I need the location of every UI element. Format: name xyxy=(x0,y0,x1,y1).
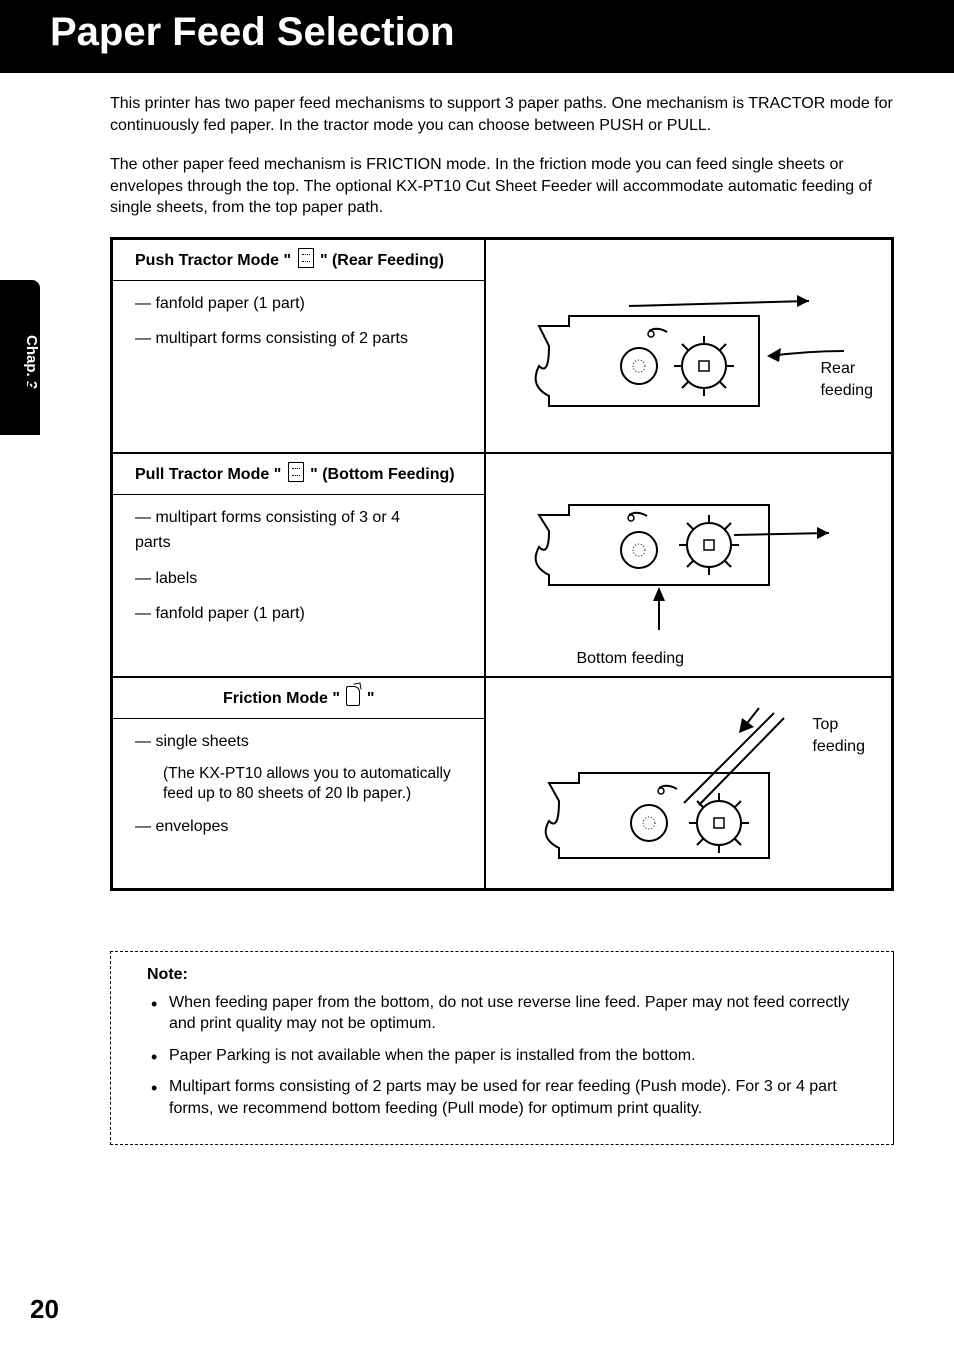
mode-push-body: — fanfold paper (1 part) — multipart for… xyxy=(113,281,484,382)
mode-row-pull: Pull Tractor Mode " " (Bottom Feeding) —… xyxy=(113,454,891,678)
list-sub: (The KX-PT10 allows you to automatically… xyxy=(135,764,470,804)
page-number: 20 xyxy=(30,1294,59,1325)
note-box: Note: When feeding paper from the bottom… xyxy=(110,951,894,1145)
mode-friction-left: Friction Mode " " — single sheets (The K… xyxy=(113,678,486,888)
mode-friction-body: — single sheets (The KX-PT10 allows you … xyxy=(113,719,484,870)
page-title: Paper Feed Selection xyxy=(50,10,455,54)
mode-push-left: Push Tractor Mode " " (Rear Feeding) — f… xyxy=(113,240,486,452)
section-label: Setup xyxy=(19,380,36,424)
rear-feed-label: Rear feeding xyxy=(820,358,873,401)
list-item: — multipart forms consisting of 3 or 4 p… xyxy=(135,505,470,556)
page-title-bar: Paper Feed Selection xyxy=(0,0,954,73)
list-item: — fanfold paper (1 part) xyxy=(135,291,470,317)
top-feed-diagram xyxy=(509,683,869,883)
list-item: — envelopes xyxy=(135,814,470,840)
section-tab: Setup xyxy=(18,380,36,424)
mode-pull-diagram: Bottom feeding xyxy=(486,454,891,676)
modes-table: Push Tractor Mode " " (Rear Feeding) — f… xyxy=(110,237,894,891)
intro-p2: The other paper feed mechanism is FRICTI… xyxy=(110,154,894,219)
bottom-feed-label: Bottom feeding xyxy=(576,648,684,670)
mode-push-title: Push Tractor Mode " " (Rear Feeding) xyxy=(113,240,484,281)
mode-pull-left: Pull Tractor Mode " " (Bottom Feeding) —… xyxy=(113,454,486,676)
sheet-icon xyxy=(346,686,360,706)
list-item: — single sheets xyxy=(135,729,470,755)
note-item: When feeding paper from the bottom, do n… xyxy=(151,992,877,1035)
list-item: — labels xyxy=(135,566,470,592)
mode-pull-body: — multipart forms consisting of 3 or 4 p… xyxy=(113,495,484,657)
note-item: Paper Parking is not available when the … xyxy=(151,1045,877,1067)
page-content: This printer has two paper feed mechanis… xyxy=(0,73,954,1145)
bottom-feed-diagram xyxy=(509,465,869,665)
mode-friction-title: Friction Mode " " xyxy=(113,678,484,719)
intro-p1: This printer has two paper feed mechanis… xyxy=(110,93,894,136)
mode-row-friction: Friction Mode " " — single sheets (The K… xyxy=(113,678,891,888)
top-feed-label: Top feeding xyxy=(812,714,865,757)
note-item: Multipart forms consisting of 2 parts ma… xyxy=(151,1076,877,1119)
note-label: Note: xyxy=(147,964,877,986)
tractor-icon xyxy=(288,462,304,482)
mode-push-diagram: Rear feeding xyxy=(486,240,891,452)
mode-row-push: Push Tractor Mode " " (Rear Feeding) — f… xyxy=(113,240,891,454)
tractor-icon xyxy=(298,248,314,268)
note-list: When feeding paper from the bottom, do n… xyxy=(147,992,877,1120)
rear-feed-diagram xyxy=(509,256,869,436)
mode-pull-title: Pull Tractor Mode " " (Bottom Feeding) xyxy=(113,454,484,495)
intro-block: This printer has two paper feed mechanis… xyxy=(110,93,894,219)
list-item: — fanfold paper (1 part) xyxy=(135,601,470,627)
list-item: — multipart forms consisting of 2 parts xyxy=(135,326,470,352)
mode-friction-diagram: Top feeding xyxy=(486,678,891,888)
